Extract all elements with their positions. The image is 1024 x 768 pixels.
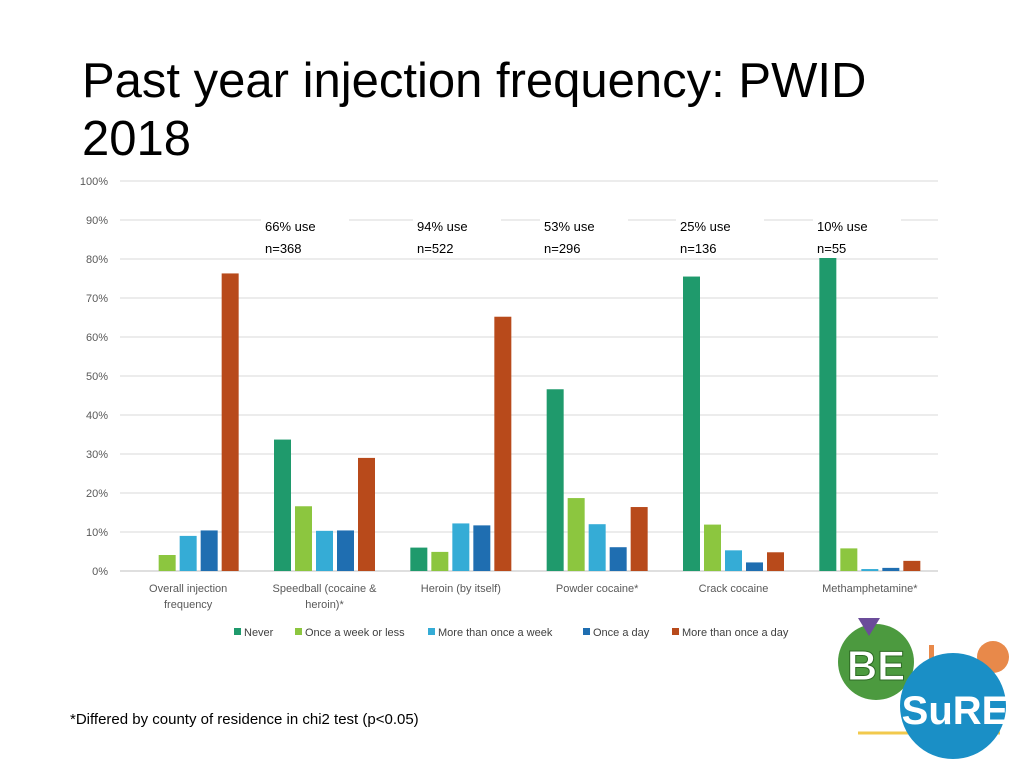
legend-label: Once a week or less: [305, 627, 405, 639]
legend-label: Never: [244, 627, 274, 639]
bar: [431, 551, 449, 571]
category-label: Powder cocaine*: [556, 583, 639, 595]
legend-label: Once a day: [593, 627, 650, 639]
bar: [630, 507, 648, 571]
category-label: frequency: [164, 599, 213, 611]
y-tick-label: 40%: [86, 410, 108, 422]
bar: [609, 547, 627, 571]
annotation-box: [676, 218, 764, 258]
be-sure-logo: BE SuRE: [838, 618, 1009, 759]
bar: [452, 523, 470, 571]
logo-purple-triangle: [858, 618, 880, 636]
category-label: Overall injection: [149, 583, 227, 595]
logo-text-sure: SuRE: [902, 689, 1009, 733]
annotations: 66% use n=368 94% use n=522 53% use n=296 25% …: [261, 218, 901, 258]
legend-swatch: [428, 628, 435, 635]
y-axis-ticks: 0% 10% 20% 30% 40% 50% 60% 70% 80% 90% 100%: [80, 176, 108, 578]
bar: [221, 273, 239, 571]
y-tick-label: 90%: [86, 215, 108, 227]
bar: [746, 562, 763, 571]
bar: [274, 439, 291, 571]
annotation-use: 10% use: [817, 219, 868, 234]
category-label: Heroin (by itself): [421, 583, 501, 595]
legend-label: More than once a day: [682, 627, 789, 639]
annotation-n: n=136: [680, 241, 717, 256]
category-label: Crack cocaine: [699, 583, 769, 595]
category-label: heroin)*: [305, 599, 344, 611]
bar: [567, 498, 585, 571]
bar: [337, 530, 354, 571]
bar: [861, 569, 879, 571]
logo-green-circle: [838, 624, 914, 700]
bar: [473, 525, 491, 571]
bar: [358, 457, 375, 571]
bar: [704, 524, 721, 571]
annotation-use: 94% use: [417, 219, 468, 234]
annotation-n: n=296: [544, 241, 581, 256]
y-tick-label: 60%: [86, 332, 108, 344]
legend-swatch: [583, 628, 590, 635]
bar: [882, 567, 900, 571]
annotation-box: [540, 218, 628, 258]
annotation-use: 66% use: [265, 219, 316, 234]
logo-blue-circle: [900, 653, 1006, 759]
bar: [683, 276, 700, 571]
bar: [840, 548, 858, 571]
gridlines: [120, 180, 938, 572]
y-tick-label: 10%: [86, 527, 108, 539]
bar: [316, 530, 333, 571]
annotation-box: [813, 218, 901, 258]
logo-text-be: BE: [847, 642, 905, 689]
bar: [546, 389, 564, 571]
legend-swatch: [295, 628, 302, 635]
y-tick-label: 100%: [80, 176, 108, 188]
bar: [295, 506, 312, 571]
annotation-n: n=368: [265, 241, 302, 256]
annotation-n: n=522: [417, 241, 454, 256]
annotation-use: 53% use: [544, 219, 595, 234]
category-label: Methamphetamine*: [822, 583, 918, 595]
legend-swatch: [234, 628, 241, 635]
bars: [158, 257, 921, 571]
legend-label: More than once a week: [438, 627, 553, 639]
annotation-box: [261, 218, 349, 258]
bar: [903, 560, 921, 571]
y-tick-label: 20%: [86, 488, 108, 500]
category-label: Speedball (cocaine &: [273, 583, 378, 595]
annotation-box: [413, 218, 501, 258]
bar: [725, 550, 742, 571]
y-tick-label: 70%: [86, 293, 108, 305]
bar: [588, 524, 606, 571]
footnote: *Differed by county of residence in chi2…: [70, 711, 419, 728]
annotation-use: 25% use: [680, 219, 731, 234]
bar: [767, 552, 784, 571]
y-tick-label: 30%: [86, 449, 108, 461]
annotation-n: n=55: [817, 241, 846, 256]
legend-swatch: [672, 628, 679, 635]
x-axis-labels: Overall injection frequency Speedball (coc…: [149, 583, 918, 611]
bar: [158, 555, 176, 571]
y-tick-label: 80%: [86, 254, 108, 266]
legend: Never Once a week or less More than once a…: [234, 627, 789, 639]
logo-orange-bar: [929, 645, 934, 667]
y-tick-label: 0%: [92, 566, 108, 578]
slide-title: Past year injection frequency: PWID 2018: [82, 54, 867, 166]
bar: [200, 530, 218, 571]
bar: [410, 547, 428, 571]
bar: [179, 535, 197, 571]
bar: [819, 257, 837, 571]
bar: [494, 316, 512, 571]
y-tick-label: 50%: [86, 371, 108, 383]
